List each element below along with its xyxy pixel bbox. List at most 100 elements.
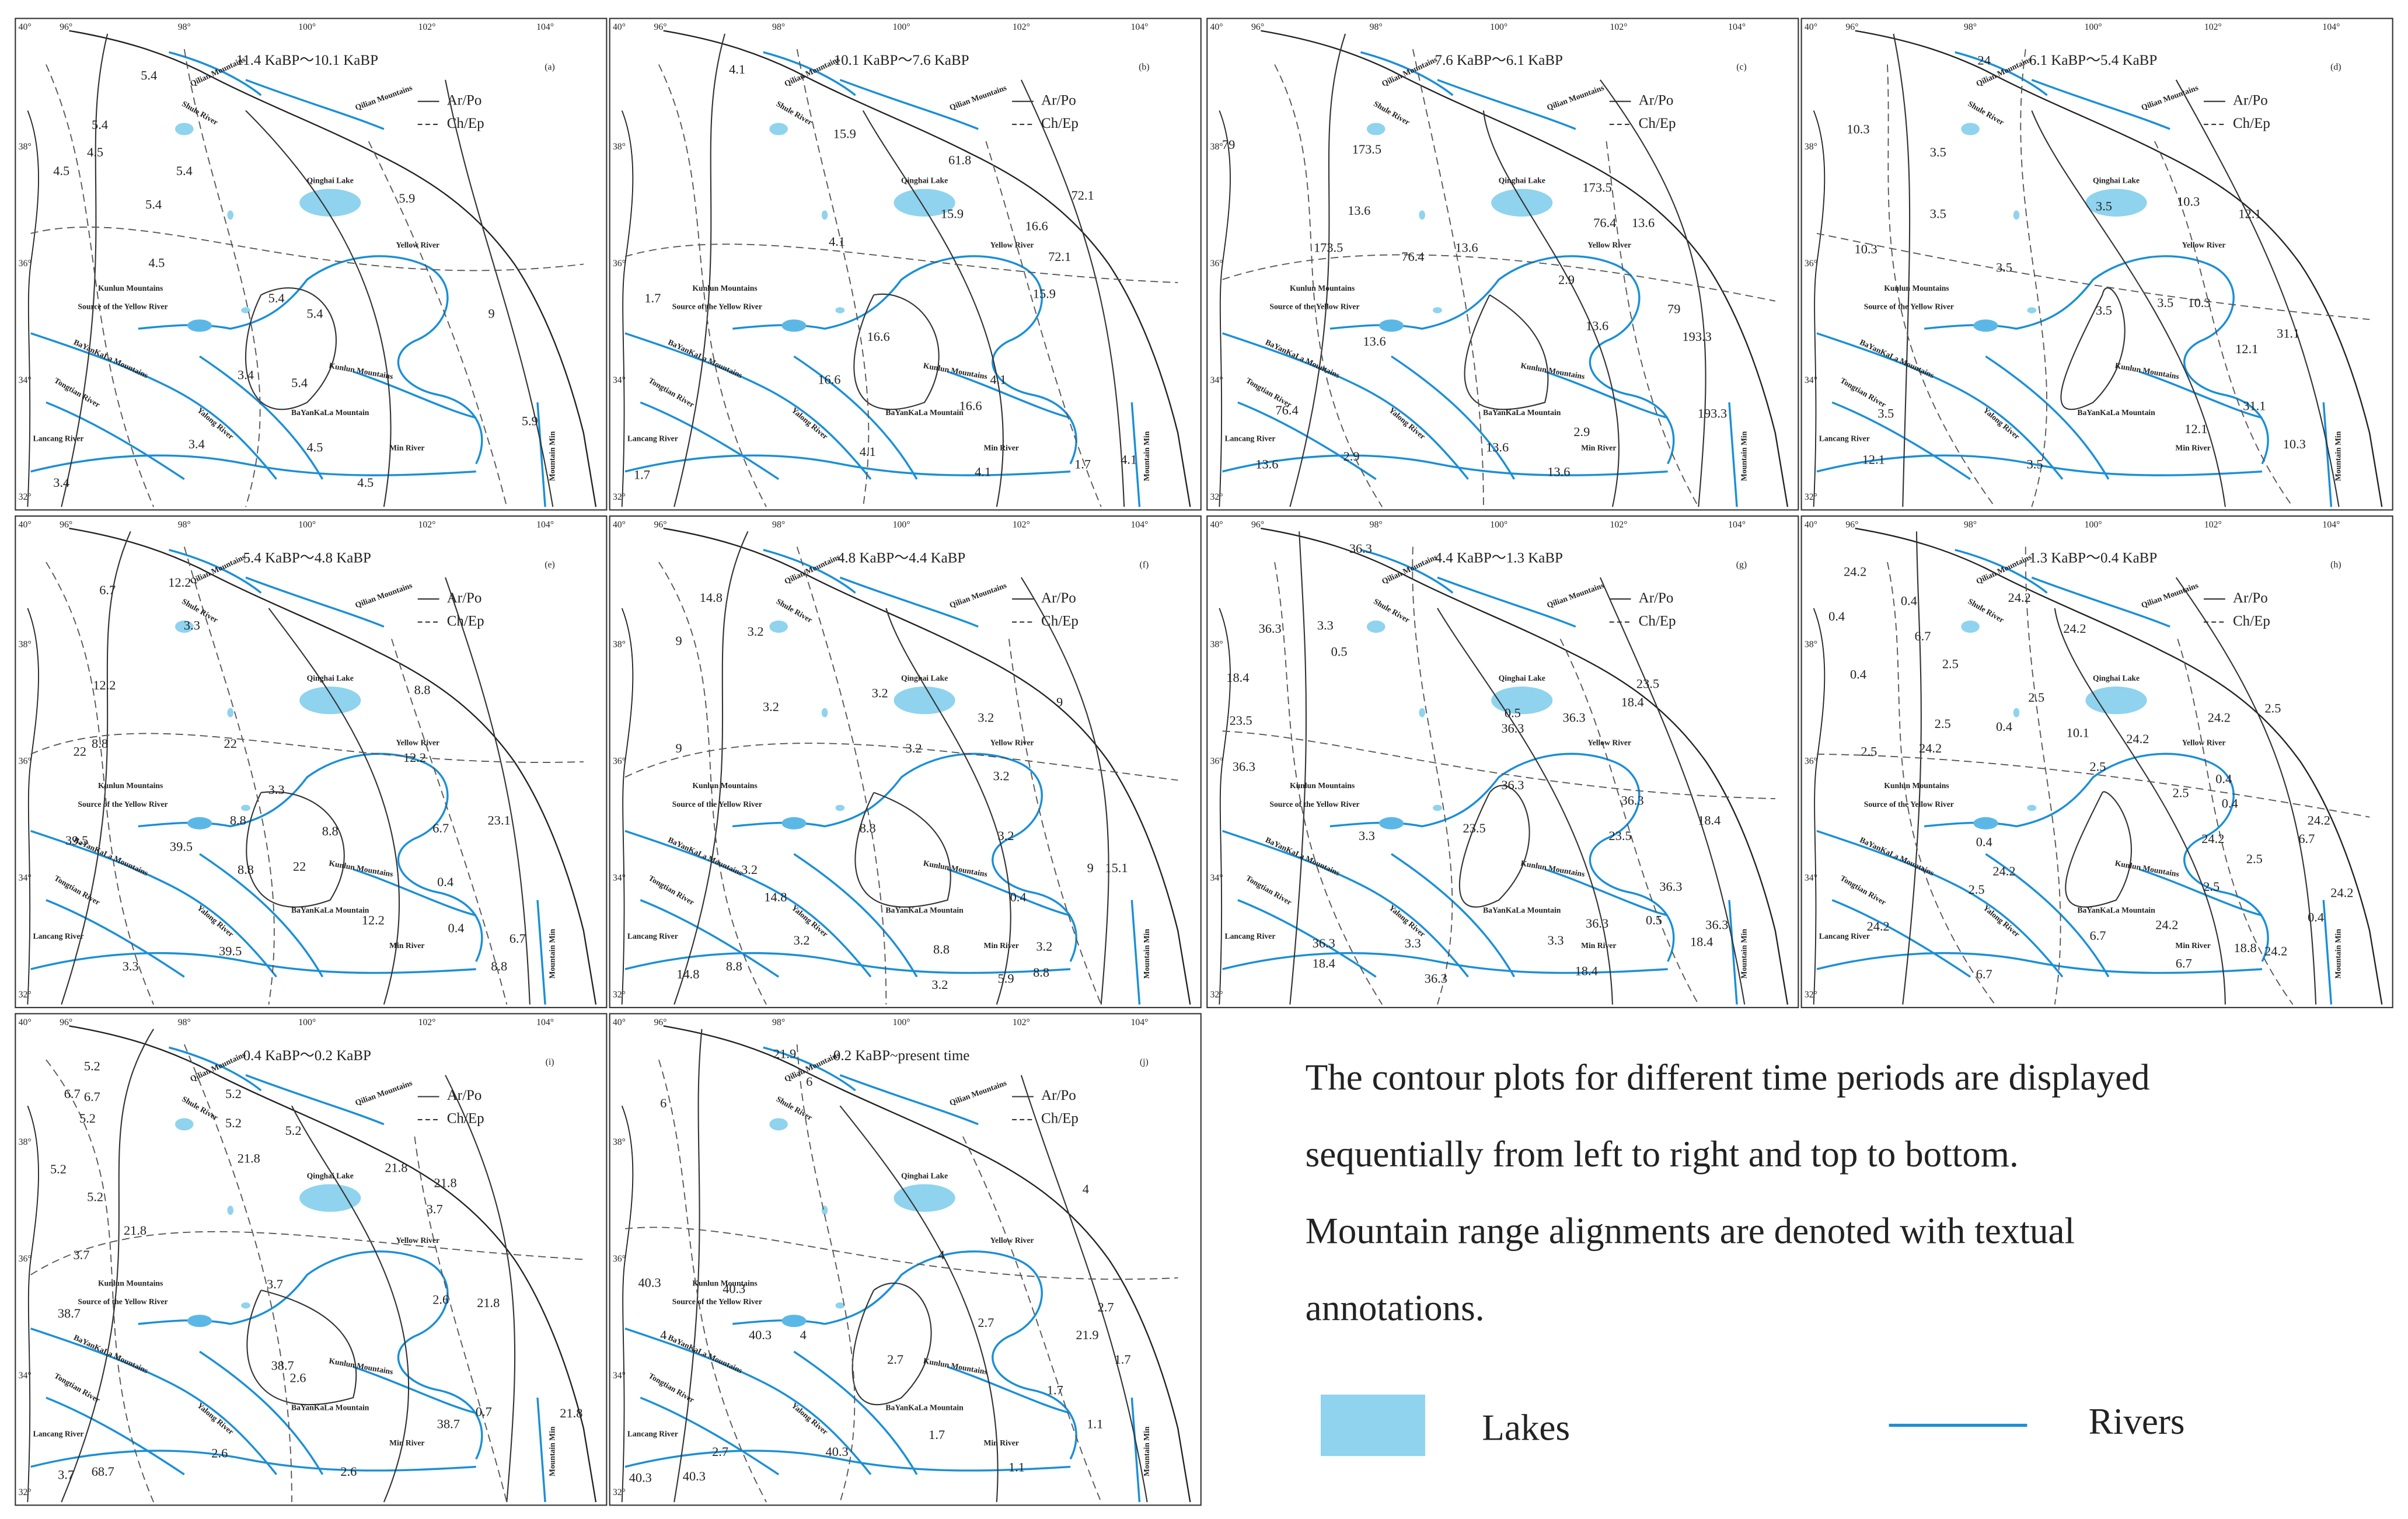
- key-label: Lakes: [1482, 1407, 1570, 1448]
- legend-label: Ar/Po: [447, 92, 482, 108]
- contour-label: 9: [1056, 695, 1063, 709]
- contour-label: 5.4: [268, 291, 285, 305]
- contour-line: [414, 1136, 508, 1503]
- contour-label: 76.4: [1401, 249, 1424, 264]
- contour-label: 6.7: [509, 931, 526, 946]
- place-name: Source of the Yellow River: [672, 302, 762, 311]
- contour-label: 2.5: [2028, 690, 2044, 705]
- contour-label: 15.9: [1033, 286, 1056, 301]
- contour-label: 3.2: [872, 685, 888, 700]
- panel-title: 1.3 KaBP～0.4 KaBP: [2029, 550, 2157, 566]
- lon-label: 96°: [60, 520, 72, 529]
- contour-line: [1274, 64, 1383, 507]
- lat-label: 36°: [1805, 757, 1817, 767]
- contour-label: 3.5: [2096, 198, 2112, 213]
- lat-label: 36°: [613, 757, 626, 767]
- lat-label: 40°: [613, 22, 626, 32]
- lon-label: 104°: [1728, 520, 1746, 529]
- contour-label: 2.5: [1969, 882, 1985, 897]
- contour-label: 12.1: [2235, 342, 2258, 356]
- place-name: Lancang River: [627, 434, 678, 443]
- lat-label: 36°: [613, 1254, 626, 1264]
- contour-label: 0.4: [1828, 609, 1845, 623]
- lat-label: 32°: [1210, 990, 1223, 999]
- contour-line: [391, 639, 508, 1005]
- lon-label: 98°: [178, 22, 191, 32]
- contour-label: 13.6: [1255, 457, 1278, 471]
- contour-label: 3.2: [741, 862, 758, 877]
- contour-label: 24.2: [2308, 813, 2330, 828]
- contour-label: 1.7: [634, 468, 650, 482]
- contour-label: 6: [660, 1096, 666, 1110]
- place-name: BaYanKaLa Mountain: [1483, 905, 1561, 914]
- contour-line: [183, 546, 275, 1005]
- place-name: BaYanKaLa Mountain: [885, 905, 964, 914]
- contour-label: 2.6: [432, 1292, 449, 1307]
- contour-label: 2.5: [2246, 851, 2263, 866]
- lat-label: 36°: [1805, 259, 1817, 269]
- lat-label: 40°: [1210, 22, 1223, 32]
- contour-label: 12.2: [403, 750, 426, 765]
- contour-label: 2.6: [340, 1464, 357, 1479]
- contour-label: 6.7: [2089, 928, 2106, 943]
- place-name: Qinghai Lake: [1499, 176, 1545, 185]
- lon-label: 102°: [2204, 22, 2222, 32]
- contour-label: 23.5: [1230, 713, 1252, 728]
- contour-label: 36.3: [1705, 918, 1728, 932]
- contour-label: 40.3: [629, 1471, 652, 1485]
- lon-label: 96°: [1251, 22, 1264, 32]
- contour-line: [658, 562, 767, 1005]
- contour-label: 10.1: [2067, 726, 2089, 740]
- contour-label: 0.4: [1976, 835, 1992, 849]
- legend-label: Ar/Po: [2233, 92, 2268, 108]
- contour-line: [445, 1075, 516, 1503]
- contour-label: 6.7: [1915, 629, 1931, 643]
- place-name: Lancang River: [1819, 434, 1870, 443]
- lon-label: 104°: [1130, 1018, 1148, 1027]
- lon-label: 98°: [772, 22, 785, 32]
- place-name: Kunlun Mountains: [1290, 284, 1355, 292]
- lat-label: 32°: [19, 492, 32, 502]
- place-name: Min River: [1581, 941, 1616, 950]
- contour-label: 2.7: [712, 1444, 728, 1459]
- lat-label: 38°: [613, 142, 626, 152]
- contour-label: 18.4: [1698, 813, 1721, 828]
- contour-label: 5.2: [79, 1111, 96, 1126]
- place-name: Min River: [389, 443, 424, 452]
- contour-label: 16.6: [1025, 219, 1048, 234]
- legend-label: Ar/Po: [1639, 590, 1674, 606]
- lon-label: 100°: [1490, 22, 1507, 32]
- contour-label: 3.7: [73, 1248, 89, 1262]
- lat-label: 32°: [19, 1487, 32, 1497]
- contour-label: 6.7: [2298, 831, 2315, 846]
- lon-label: 96°: [1845, 22, 1858, 32]
- lon-label: 96°: [1251, 520, 1264, 529]
- place-name: Yellow River: [990, 738, 1034, 747]
- lat-label: 32°: [613, 990, 626, 999]
- lat-label: 32°: [613, 1487, 626, 1497]
- contour-label: 10.3: [2283, 437, 2306, 451]
- lat-label: 34°: [19, 1371, 32, 1381]
- lon-label: 102°: [2204, 520, 2222, 529]
- contour-label: 4: [1083, 1182, 1089, 1196]
- panel-frame: [1800, 515, 2393, 1008]
- lon-label: 96°: [654, 520, 666, 529]
- contour-label: 12.1: [2184, 421, 2207, 436]
- lon-label: 102°: [418, 520, 436, 529]
- place-name: Yellow River: [396, 241, 439, 249]
- contour-label: 1.7: [1115, 1352, 1131, 1367]
- lat-label: 38°: [613, 1137, 626, 1147]
- place-name: Mountain Min: [547, 929, 556, 979]
- lon-label: 102°: [1013, 520, 1030, 529]
- contour-label: 21.8: [434, 1176, 457, 1190]
- contour-label: 10.3: [1847, 122, 1869, 137]
- contour-label: 13.6: [1348, 203, 1370, 218]
- contour-line: [46, 562, 154, 1005]
- contour-label: 23.5: [1463, 821, 1486, 835]
- contour-label: 24.2: [1867, 919, 1890, 933]
- contour-line: [1008, 639, 1102, 1005]
- contour-label: 36.3: [1313, 936, 1335, 950]
- panel-frame: [609, 1013, 1202, 1506]
- caption-line: annotations.: [1306, 1287, 1485, 1328]
- place-name: Kunlun Mountains: [692, 1279, 757, 1288]
